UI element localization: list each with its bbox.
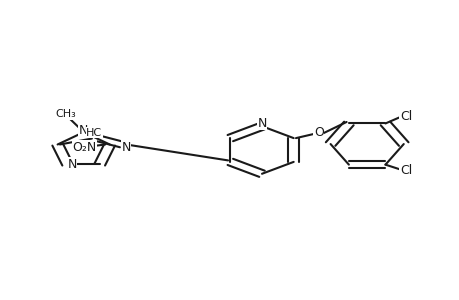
Text: N: N: [79, 124, 88, 137]
Text: Cl: Cl: [399, 164, 411, 177]
Text: O₂N: O₂N: [73, 141, 96, 154]
Text: N: N: [67, 158, 77, 171]
Text: HC: HC: [86, 128, 102, 138]
Text: Cl: Cl: [399, 110, 411, 122]
Text: N: N: [121, 141, 130, 154]
Text: N: N: [257, 117, 266, 130]
Text: O: O: [313, 126, 323, 139]
Text: CH₃: CH₃: [55, 109, 76, 119]
